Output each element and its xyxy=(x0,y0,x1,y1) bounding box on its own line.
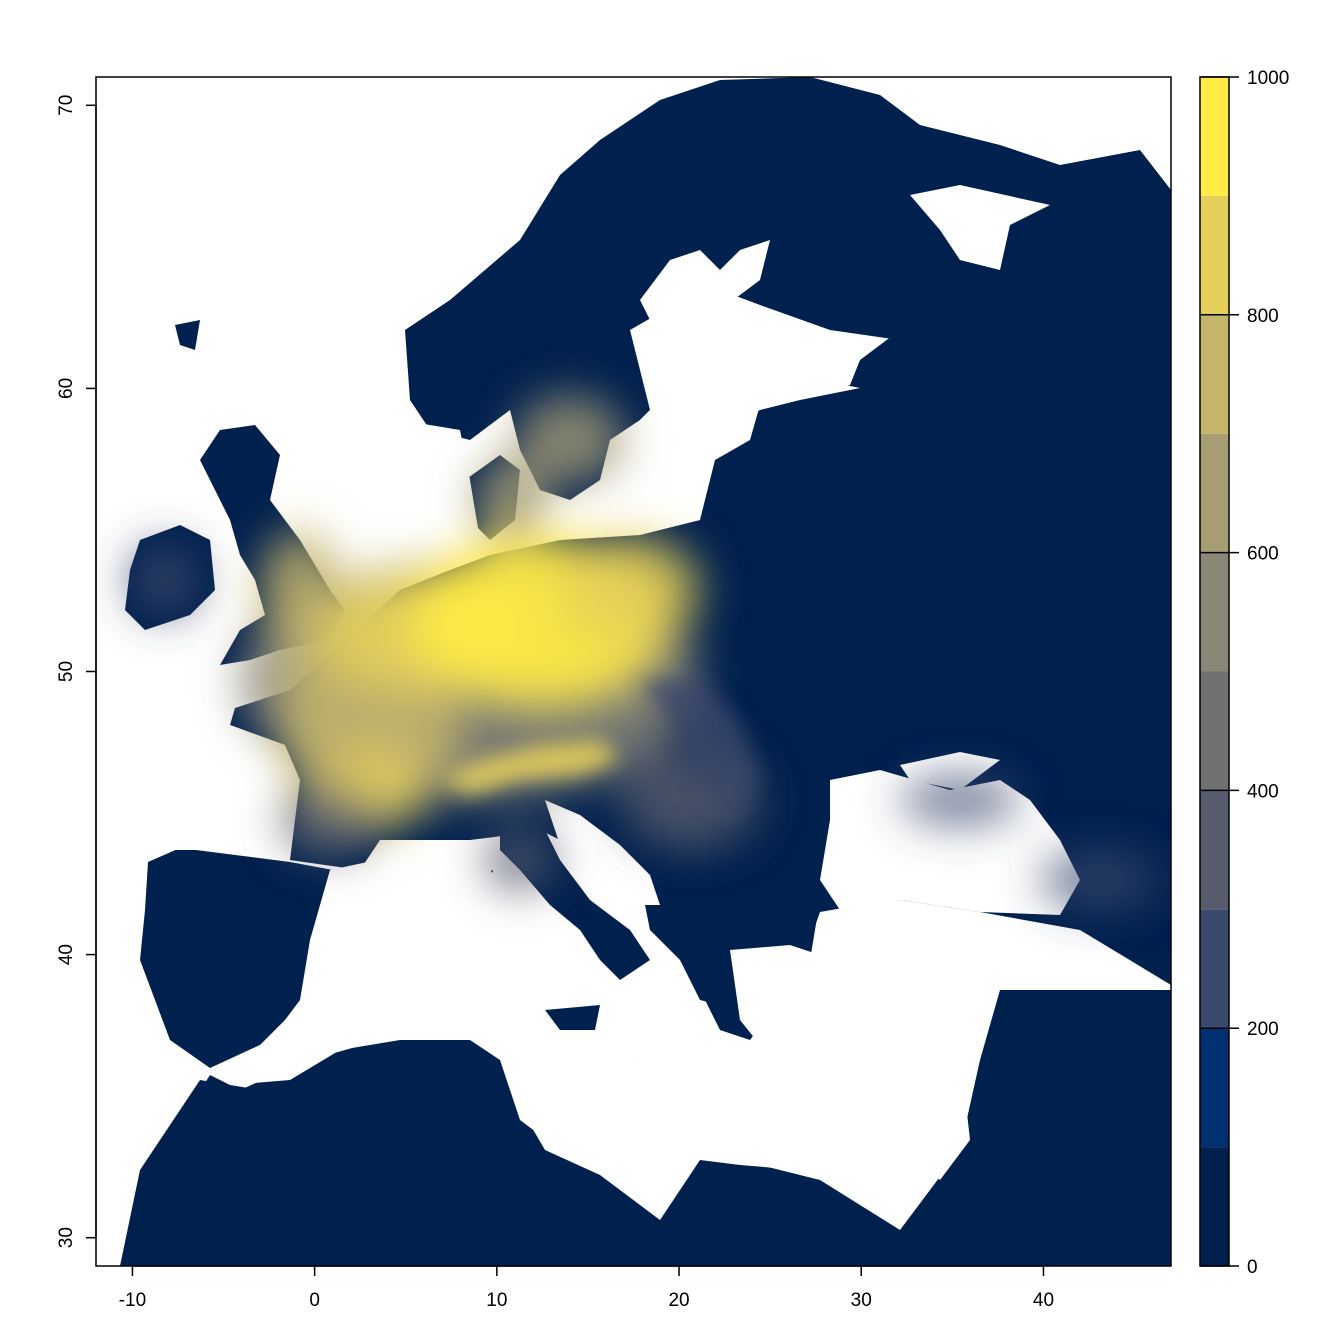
legend-bin xyxy=(1200,1028,1229,1148)
y-axis: 30 40 50 60 70 xyxy=(56,95,97,1248)
legend-tick-label: 400 xyxy=(1247,781,1279,802)
legend-bin xyxy=(1200,433,1229,553)
x-tick-label: 0 xyxy=(309,1290,320,1311)
y-tick-label: 40 xyxy=(56,944,77,965)
overlay-southern-sweden xyxy=(515,395,625,485)
y-tick-label: 30 xyxy=(56,1227,77,1248)
y-tick-label: 50 xyxy=(56,661,77,682)
overlay-carpathians xyxy=(640,680,760,820)
aegean-sea xyxy=(730,945,820,1045)
legend-tick-label: 200 xyxy=(1247,1019,1279,1040)
bay-of-biscay xyxy=(130,720,295,850)
adriatic-sea xyxy=(545,800,660,905)
land-scandinavia xyxy=(405,77,1171,500)
legend-bin xyxy=(1200,195,1229,315)
land-iberia xyxy=(140,848,360,1068)
x-axis: -10 0 10 20 30 40 xyxy=(119,1265,1054,1311)
mediterranean-sea xyxy=(220,850,970,1200)
alps-ridge xyxy=(440,680,760,820)
legend-tick-label: 800 xyxy=(1247,306,1279,327)
overlay-ireland xyxy=(130,545,200,615)
overlay-po-valley xyxy=(485,830,555,890)
land-iceland-fragment xyxy=(175,320,200,350)
colorbar-legend: 0 200 400 600 800 1000 xyxy=(1199,68,1289,1278)
overlay-crimea xyxy=(900,775,1020,825)
overlay-caucasus xyxy=(1040,850,1160,910)
x-tick-label: 30 xyxy=(851,1290,872,1311)
legend-bin xyxy=(1200,671,1229,791)
legend-bin xyxy=(1200,314,1229,434)
overlay-poland xyxy=(560,535,700,645)
baltic-sea xyxy=(540,240,860,540)
legend-bin xyxy=(1200,77,1229,196)
legend-bin xyxy=(1200,909,1229,1029)
map-plot-area xyxy=(96,77,1171,1266)
legend-bin xyxy=(1200,790,1229,910)
x-tick-label: 40 xyxy=(1033,1290,1054,1311)
x-tick-label: 20 xyxy=(668,1290,689,1311)
legend-bin xyxy=(1200,552,1229,672)
overlay-denmark xyxy=(475,460,545,540)
legend-tick-label: 0 xyxy=(1247,1257,1258,1278)
legend-tick-label: 600 xyxy=(1247,544,1279,565)
north-sea xyxy=(295,420,480,600)
land-north-africa xyxy=(120,1035,930,1266)
land-sicily xyxy=(545,1005,600,1030)
legend-bin xyxy=(1200,1147,1229,1266)
white-sea xyxy=(910,185,1080,270)
x-tick-label: -10 xyxy=(119,1290,146,1311)
legend-tick-label: 1000 xyxy=(1247,68,1289,89)
y-tick-label: 60 xyxy=(56,378,77,399)
y-tick-label: 70 xyxy=(56,95,77,116)
gulf-of-bothnia xyxy=(640,250,720,340)
overlay-southwest-france xyxy=(280,785,380,855)
overlay-alps xyxy=(440,740,620,795)
x-tick-label: 10 xyxy=(486,1290,507,1311)
overlay-england xyxy=(260,530,340,650)
suitability-overlay xyxy=(130,395,1160,910)
